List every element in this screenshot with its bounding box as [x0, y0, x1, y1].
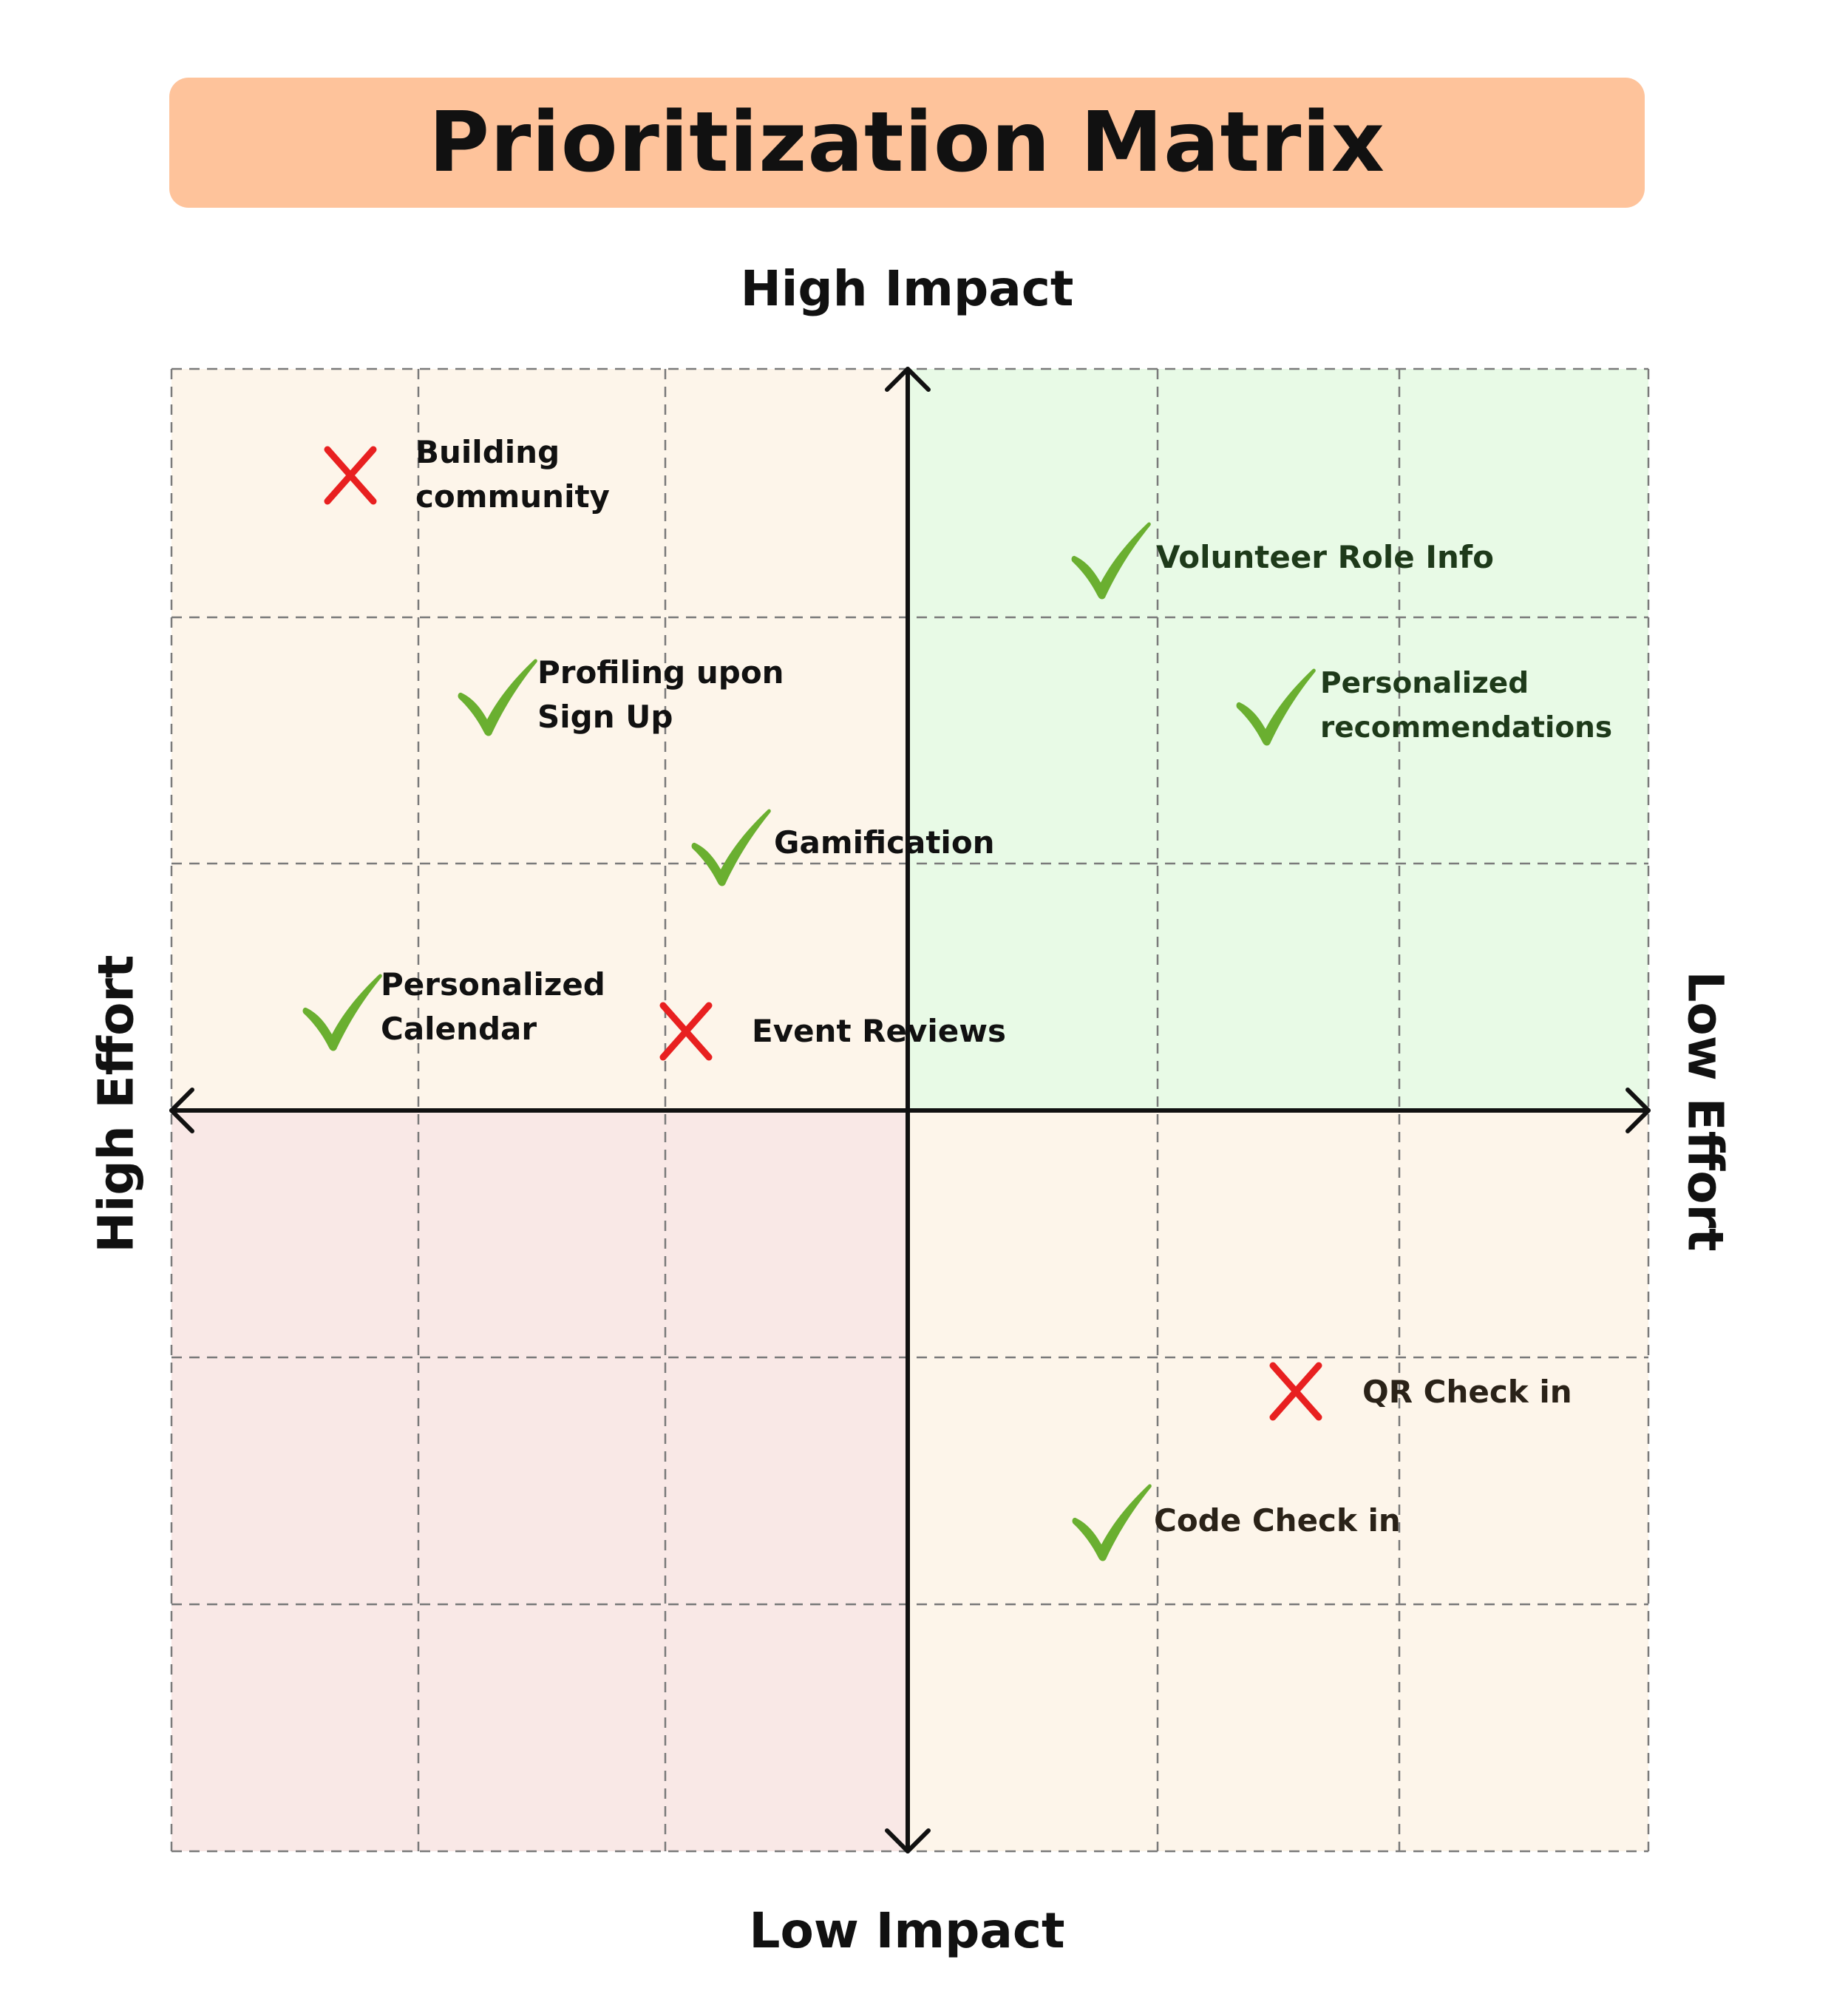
- title-banner: Prioritization Matrix: [169, 78, 1645, 208]
- item-label-line: Sign Up: [537, 699, 673, 735]
- axis-label-high-impact: High Impact: [740, 260, 1074, 317]
- quadrant-low-effort-high-impact: [910, 369, 1648, 1110]
- grid-lines: [170, 367, 1650, 1853]
- axis-label-low-impact: Low Impact: [749, 1902, 1065, 1959]
- arrow-down-icon: [885, 1828, 931, 1853]
- item-qr-check-in-marker: [1269, 1362, 1322, 1421]
- quadrant-low-effort-low-impact: [910, 1110, 1648, 1851]
- check-icon: [1071, 522, 1151, 600]
- item-event-reviews: Event Reviews: [752, 1009, 1006, 1054]
- check-icon: [691, 809, 771, 886]
- item-personalized-calendar: Personalized Calendar: [381, 963, 605, 1051]
- item-profiling-upon-sign-up: Profiling upon Sign Up: [537, 651, 784, 739]
- item-code-check-in: Code Check in: [1154, 1499, 1401, 1543]
- item-volunteer-role-info-marker: [1071, 522, 1151, 600]
- quadrant-high-effort-low-impact: [171, 1110, 910, 1851]
- item-building-community-marker: [324, 446, 377, 505]
- item-personalized-calendar-marker: [302, 974, 382, 1051]
- cross-icon: [324, 446, 377, 505]
- item-personalized-recommendations: Personalized recommendations: [1320, 662, 1612, 750]
- cross-icon: [1269, 1362, 1322, 1421]
- arrow-up-icon: [885, 367, 931, 392]
- check-icon: [302, 974, 382, 1051]
- item-label-line: Profiling upon: [537, 654, 784, 691]
- arrow-left-icon: [169, 1088, 194, 1133]
- arrow-right-icon: [1626, 1088, 1651, 1133]
- item-label-line: Calendar: [381, 1011, 537, 1047]
- check-icon: [1072, 1484, 1152, 1561]
- item-label-line: Personalized: [1320, 667, 1529, 700]
- item-label-line: Event Reviews: [752, 1013, 1007, 1049]
- item-label-line: QR Check in: [1362, 1374, 1572, 1410]
- quadrant-high-effort-high-impact: [171, 369, 910, 1110]
- item-qr-check-in: QR Check in: [1362, 1370, 1572, 1414]
- item-code-check-in-marker: [1072, 1484, 1152, 1561]
- item-label-line: Gamification: [774, 824, 995, 861]
- page-title: Prioritization Matrix: [428, 95, 1385, 191]
- item-label-line: recommendations: [1320, 711, 1613, 744]
- item-gamification: Gamification: [774, 821, 995, 865]
- item-building-community: Building community: [415, 430, 610, 519]
- item-profiling-upon-sign-up-marker: [458, 659, 537, 736]
- check-icon: [458, 659, 537, 736]
- item-label-line: community: [415, 478, 610, 515]
- item-label-line: Code Check in: [1154, 1502, 1401, 1539]
- item-label-line: Volunteer Role Info: [1156, 539, 1494, 575]
- axes: [169, 367, 1651, 1853]
- item-event-reviews-marker: [659, 1002, 713, 1061]
- cross-icon: [659, 1002, 713, 1061]
- check-icon: [1236, 668, 1316, 746]
- item-gamification-marker: [691, 809, 771, 886]
- item-volunteer-role-info: Volunteer Role Info: [1156, 535, 1494, 580]
- item-label-line: Personalized: [381, 966, 605, 1003]
- item-label-line: Building: [415, 434, 560, 470]
- item-personalized-recommendations-marker: [1236, 668, 1316, 746]
